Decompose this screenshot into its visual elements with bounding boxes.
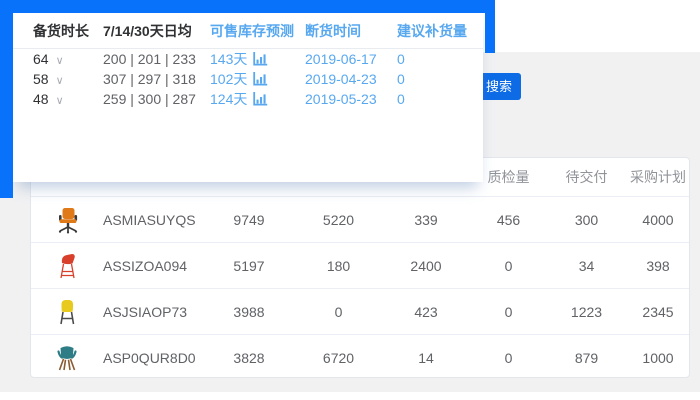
cell-pending-delivery: 34 bbox=[578, 257, 595, 274]
daily-avg-value: 307 | 297 | 318 bbox=[103, 71, 196, 87]
cell-col5: 423 bbox=[414, 303, 438, 320]
stockout-date-link[interactable]: 2019-04-23 bbox=[305, 71, 377, 87]
arm-chair-image bbox=[31, 344, 103, 372]
cell-col4: 0 bbox=[334, 303, 343, 320]
forecast-days: 124天 bbox=[210, 91, 248, 107]
cell-purchase-plan: 2345 bbox=[642, 303, 674, 320]
replenishment-popup: 备货时长 7/14/30天日均 可售库存预测 断货时间 建议补货量 64 ∨ 20… bbox=[13, 13, 483, 182]
forecast-days: 102天 bbox=[210, 71, 248, 87]
stockout-date-link[interactable]: 2019-06-17 bbox=[305, 51, 377, 67]
cell-inspection: 0 bbox=[504, 257, 513, 274]
popup-header-duration: 备货时长 bbox=[33, 22, 89, 39]
forecast-cell: 124天 bbox=[210, 89, 305, 109]
table-row[interactable]: ASMIASUYQS 9749 5220 339 456 300 4000 bbox=[31, 196, 689, 242]
popup-header-forecast[interactable]: 可售库存预测 bbox=[210, 22, 294, 39]
cell-col3: 9749 bbox=[233, 211, 265, 228]
table-header-row: 质检量 待交付 采购计划 bbox=[31, 158, 689, 196]
popup-body: 64 ∨ 200 | 201 | 233 143天 2019-06-17 0 58… bbox=[13, 49, 483, 109]
sku-label: ASJSIAOP73 bbox=[103, 303, 188, 320]
cell-col5: 14 bbox=[418, 349, 434, 366]
cell-col3: 5197 bbox=[233, 257, 265, 274]
office-chair-image bbox=[31, 206, 103, 234]
cell-pending-delivery: 300 bbox=[574, 211, 599, 228]
cell-pending-delivery: 879 bbox=[574, 349, 599, 366]
cell-purchase-plan: 1000 bbox=[642, 349, 674, 366]
cell-col4: 5220 bbox=[322, 211, 355, 228]
forecast-cell: 143天 bbox=[210, 49, 305, 69]
cell-inspection: 456 bbox=[496, 211, 521, 228]
sku-label: ASP0QUR8D0 bbox=[103, 349, 196, 366]
highlight-border-right bbox=[485, 0, 495, 53]
table-row[interactable]: ASSIZOA094 5197 180 2400 0 34 398 bbox=[31, 242, 689, 288]
suggest-quantity: 0 bbox=[397, 91, 405, 107]
table-body: ASMIASUYQS 9749 5220 339 456 300 4000 AS… bbox=[31, 196, 689, 377]
duration-value: 48 bbox=[33, 91, 49, 107]
cell-pending-delivery: 1223 bbox=[570, 303, 603, 320]
cell-col5: 339 bbox=[414, 211, 438, 228]
header-inspection: 质检量 bbox=[487, 169, 530, 185]
popup-header-row: 备货时长 7/14/30天日均 可售库存预测 断货时间 建议补货量 bbox=[13, 13, 483, 49]
cell-inspection: 0 bbox=[504, 349, 513, 366]
cell-purchase-plan: 398 bbox=[646, 257, 670, 274]
suggest-quantity: 0 bbox=[397, 71, 405, 87]
popup-row: 48 ∨ 259 | 300 | 287 124天 2019-05-23 0 bbox=[13, 89, 483, 109]
header-purchase-plan: 采购计划 bbox=[630, 169, 686, 185]
cell-purchase-plan: 4000 bbox=[642, 211, 674, 228]
sku-label: ASSIZOA094 bbox=[103, 257, 188, 274]
stool-chair-image bbox=[31, 252, 103, 280]
cell-col4: 6720 bbox=[322, 349, 355, 366]
duration-dropdown[interactable]: 64 ∨ bbox=[33, 51, 103, 67]
forecast-cell: 102天 bbox=[210, 69, 305, 89]
popup-header-suggest[interactable]: 建议补货量 bbox=[397, 22, 467, 39]
duration-dropdown[interactable]: 58 ∨ bbox=[33, 71, 103, 87]
high-chair-image bbox=[31, 298, 103, 326]
search-button[interactable]: 搜索 bbox=[477, 73, 521, 100]
product-table: 质检量 待交付 采购计划 ASMIASUYQS 9749 5220 339 45… bbox=[30, 157, 690, 378]
suggest-quantity: 0 bbox=[397, 51, 405, 67]
popup-header-stockout[interactable]: 断货时间 bbox=[305, 22, 361, 39]
popup-header-daily-avg: 7/14/30天日均 bbox=[103, 22, 192, 39]
bar-chart-icon[interactable] bbox=[252, 51, 268, 67]
popup-row: 58 ∨ 307 | 297 | 318 102天 2019-04-23 0 bbox=[13, 69, 483, 89]
stockout-date-link[interactable]: 2019-05-23 bbox=[305, 91, 377, 107]
cell-inspection: 0 bbox=[504, 303, 513, 320]
cell-col3: 3828 bbox=[233, 349, 265, 366]
table-row[interactable]: ASJSIAOP73 3988 0 423 0 1223 2345 bbox=[31, 288, 689, 334]
highlight-border-top bbox=[0, 0, 495, 13]
daily-avg-value: 200 | 201 | 233 bbox=[103, 51, 196, 67]
table-row[interactable]: ASP0QUR8D0 3828 6720 14 0 879 1000 bbox=[31, 334, 689, 377]
cell-col5: 2400 bbox=[410, 257, 442, 274]
bar-chart-icon[interactable] bbox=[252, 91, 268, 107]
cell-col3: 3988 bbox=[233, 303, 265, 320]
daily-avg-value: 259 | 300 | 287 bbox=[103, 91, 196, 107]
popup-row: 64 ∨ 200 | 201 | 233 143天 2019-06-17 0 bbox=[13, 49, 483, 69]
duration-value: 58 bbox=[33, 71, 49, 87]
header-pending-delivery: 待交付 bbox=[565, 169, 608, 185]
cell-col4: 180 bbox=[326, 257, 351, 274]
bar-chart-icon[interactable] bbox=[252, 71, 268, 87]
forecast-days: 143天 bbox=[210, 51, 248, 67]
highlight-border-left bbox=[0, 0, 13, 198]
chevron-down-icon: ∨ bbox=[55, 55, 64, 67]
chevron-down-icon: ∨ bbox=[55, 75, 64, 87]
chevron-down-icon: ∨ bbox=[55, 95, 64, 107]
duration-dropdown[interactable]: 48 ∨ bbox=[33, 91, 103, 107]
duration-value: 64 bbox=[33, 51, 49, 67]
sku-label: ASMIASUYQS bbox=[103, 211, 196, 228]
